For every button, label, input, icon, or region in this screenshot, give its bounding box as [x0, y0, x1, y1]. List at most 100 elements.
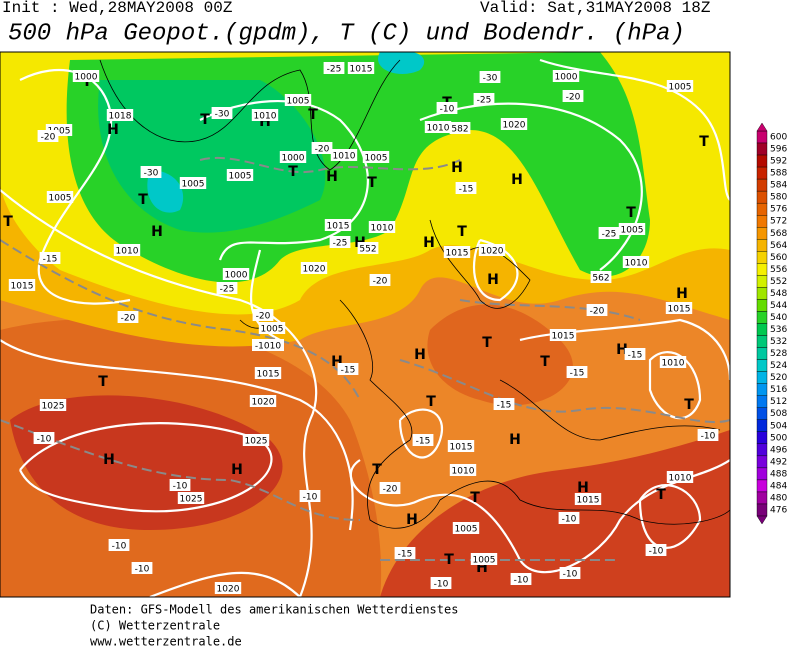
contour-label: 1000	[75, 73, 98, 83]
contour-label: 1005	[182, 180, 205, 190]
label-box	[665, 302, 693, 314]
label-box	[72, 70, 100, 82]
label-box	[697, 429, 719, 441]
contour-label: 1020	[217, 585, 240, 595]
colorbar-label: 564	[770, 241, 787, 251]
contour-label: -25	[220, 285, 235, 295]
pressure-center: T	[470, 490, 480, 506]
contour-label: -15	[570, 369, 585, 379]
colorbar-cell	[756, 491, 768, 505]
contour-label: 1010	[625, 259, 648, 269]
pressure-center: T	[699, 134, 709, 150]
label-box	[659, 356, 687, 368]
label-box	[452, 522, 480, 534]
label-box	[436, 102, 458, 114]
map: THTHTTHTTHTHTHTHHHTHTTHHHHTTHTTHTHTHTTH1…	[0, 51, 731, 598]
label-box	[242, 434, 270, 446]
pressure-center: H	[231, 462, 243, 478]
contour-label: 1020	[481, 247, 504, 257]
contour-label: -20	[590, 307, 605, 317]
colorbar-cell	[756, 202, 768, 216]
label-box	[324, 219, 352, 231]
label-box	[379, 482, 401, 494]
label-box	[449, 122, 471, 134]
contour-label: 1015	[257, 370, 280, 380]
label-box	[357, 242, 379, 254]
pressure-center: H	[509, 432, 521, 448]
contour-label: 1020	[252, 398, 275, 408]
label-box	[362, 151, 390, 163]
contour-label: 1005	[455, 525, 478, 535]
contour-label: -10	[434, 580, 449, 590]
label-box	[279, 151, 307, 163]
contour-label: -20	[315, 145, 330, 155]
label-box	[323, 62, 345, 74]
contour-label: -20	[256, 312, 271, 322]
footer-line: (C) Wetterzentrale	[90, 619, 220, 633]
label-box	[311, 142, 333, 154]
contour-label: 1000	[225, 271, 248, 281]
colorbar-cell	[756, 395, 768, 408]
label-box	[478, 244, 506, 256]
label-box	[493, 398, 515, 410]
label-box	[169, 479, 191, 491]
pressure-center: H	[326, 169, 338, 185]
pressure-center: T	[200, 112, 210, 128]
pressure-center: H	[259, 114, 271, 130]
label-box	[46, 191, 74, 203]
contour-label: 1010	[662, 359, 685, 369]
label-box	[552, 70, 580, 82]
colorbar-arrow	[756, 515, 768, 525]
colorbar-cell	[756, 335, 768, 348]
contour-label: 1000	[282, 154, 305, 164]
contour-label: -10	[649, 547, 664, 557]
label-box	[549, 329, 577, 341]
label-box	[113, 244, 141, 256]
colorbar-label: 524	[770, 361, 787, 371]
contour-label: -10	[440, 105, 455, 115]
label-box	[666, 80, 694, 92]
colorbar-cell	[756, 275, 768, 288]
colorbar-label: 504	[770, 421, 787, 431]
contour-label: -30	[215, 110, 230, 120]
colorbar-cell	[756, 443, 768, 457]
label-box	[284, 94, 312, 106]
contour-label: 1025	[42, 402, 65, 412]
contour-label: -10	[37, 435, 52, 445]
colorbar-cell	[756, 467, 768, 481]
contour-label: -25	[477, 96, 492, 106]
colorbar-cell	[756, 323, 768, 336]
pressure-center: T	[444, 552, 454, 568]
contour-label: -20	[373, 277, 388, 287]
colorbar-cell	[756, 130, 768, 144]
label-box	[510, 573, 532, 585]
pressure-center: H	[151, 224, 163, 240]
pressure-center: T	[98, 374, 108, 390]
label-box	[106, 109, 134, 121]
pressure-center: H	[487, 272, 499, 288]
map-frame	[0, 51, 731, 598]
cold-core	[147, 170, 184, 213]
label-box	[39, 399, 67, 411]
pressure-center: T	[540, 354, 550, 370]
colorbar-cell	[756, 383, 768, 396]
contour-label: 1020	[503, 121, 526, 131]
colorbar-label: 552	[770, 277, 787, 287]
label-box	[473, 93, 495, 105]
colorbar-label: 520	[770, 373, 787, 383]
contour-label: -10	[562, 515, 577, 525]
label-box	[449, 464, 477, 476]
contour-label: 562	[592, 274, 609, 284]
label-box	[500, 118, 528, 130]
init-time: Init : Wed,28MAY2008 00Z	[2, 0, 233, 17]
colorbar-label: 580	[770, 193, 787, 203]
pressure-center: H	[577, 480, 589, 496]
pressure-center: T	[482, 335, 492, 351]
colorbar-cell	[756, 455, 768, 469]
label-box	[624, 348, 646, 360]
map-title: 500 hPa Geopot.(gpdm), T (C) und Bodendr…	[8, 20, 685, 47]
label-box	[479, 71, 501, 83]
label-box	[252, 309, 274, 321]
contour-label: -15	[416, 437, 431, 447]
contour-label: -15	[398, 550, 413, 560]
